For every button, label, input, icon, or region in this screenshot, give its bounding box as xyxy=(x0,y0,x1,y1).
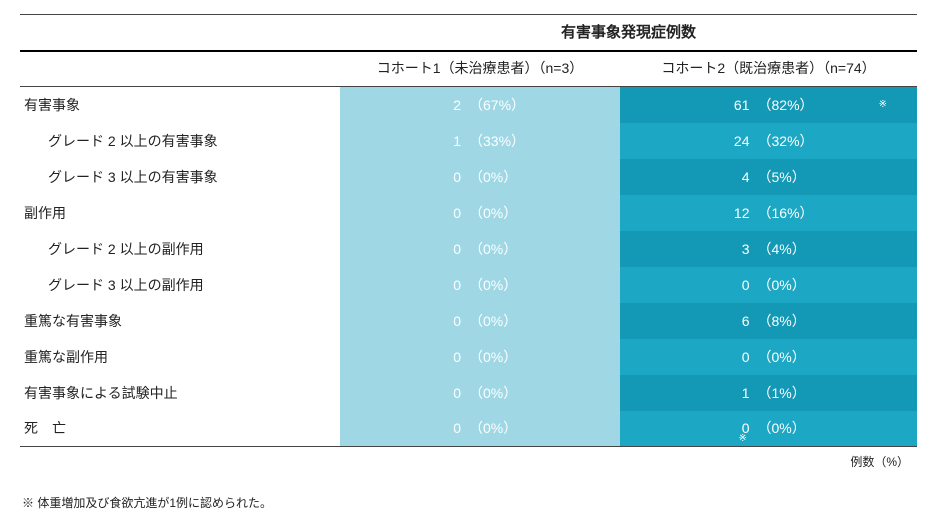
cohort2-value: 6（8%） xyxy=(620,303,917,339)
cohort1-value: 0（0%） xyxy=(340,159,620,195)
footnote-mark-icon: ※ xyxy=(739,433,747,444)
adverse-events-table: 有害事象発現症例数 コホート1（未治療患者）（n=3） コホート2（既治療患者）… xyxy=(20,14,917,447)
cohort1-value: 0（0%） xyxy=(340,267,620,303)
cohort2-value: 0（0%）※ xyxy=(620,411,917,447)
table-row: 死 亡0（0%）0（0%）※ xyxy=(20,411,917,447)
cohort1-value: 0（0%） xyxy=(340,411,620,447)
cohort2-value: 0（0%） xyxy=(620,339,917,375)
cohort1-value: 0（0%） xyxy=(340,231,620,267)
cohort2-value: 12（16%） xyxy=(620,195,917,231)
row-label: 重篤な有害事象 xyxy=(20,303,340,339)
cohort2-value: 1（1%） xyxy=(620,375,917,411)
table-row: 有害事象による試験中止0（0%）1（1%） xyxy=(20,375,917,411)
table-row: 有害事象2（67%）61（82%）※ xyxy=(20,87,917,123)
table-sub-header: コホート1（未治療患者）（n=3） コホート2（既治療患者）（n=74） xyxy=(20,51,917,87)
cohort2-value: 3（4%） xyxy=(620,231,917,267)
row-label: グレード 2 以上の副作用 xyxy=(20,231,340,267)
table-row: 重篤な有害事象0（0%）6（8%） xyxy=(20,303,917,339)
row-label: 副作用 xyxy=(20,195,340,231)
table-row: グレード 3 以上の有害事象0（0%）4（5%） xyxy=(20,159,917,195)
row-label: 死 亡 xyxy=(20,411,340,447)
cohort2-value: 0（0%） xyxy=(620,267,917,303)
cohort2-value: 4（5%） xyxy=(620,159,917,195)
row-label: 有害事象 xyxy=(20,87,340,123)
cohort1-value: 0（0%） xyxy=(340,195,620,231)
table-row: グレード 2 以上の副作用0（0%）3（4%） xyxy=(20,231,917,267)
footnote-mark-icon: ※ xyxy=(879,99,887,110)
cohort1-value: 1（33%） xyxy=(340,123,620,159)
table-super-header: 有害事象発現症例数 xyxy=(20,15,917,52)
table-row: 重篤な副作用0（0%）0（0%） xyxy=(20,339,917,375)
row-label: 重篤な副作用 xyxy=(20,339,340,375)
footnote-text: ※ 体重増加及び食欲亢進が1例に認められた。 xyxy=(20,470,917,511)
cohort2-header: コホート2（既治療患者）（n=74） xyxy=(620,51,917,87)
cohort1-header: コホート1（未治療患者）（n=3） xyxy=(340,51,620,87)
cohort1-value: 0（0%） xyxy=(340,375,620,411)
cohort1-value: 0（0%） xyxy=(340,303,620,339)
legend-text: 例数（%） xyxy=(20,447,917,470)
row-label: 有害事象による試験中止 xyxy=(20,375,340,411)
row-label: グレード 3 以上の副作用 xyxy=(20,267,340,303)
cohort2-value: 61（82%）※ xyxy=(620,87,917,123)
super-header-text: 有害事象発現症例数 xyxy=(340,15,917,52)
cohort1-value: 2（67%） xyxy=(340,87,620,123)
table-row: グレード 3 以上の副作用0（0%）0（0%） xyxy=(20,267,917,303)
row-label: グレード 2 以上の有害事象 xyxy=(20,123,340,159)
cohort1-value: 0（0%） xyxy=(340,339,620,375)
table-row: グレード 2 以上の有害事象1（33%）24（32%） xyxy=(20,123,917,159)
table-row: 副作用0（0%）12（16%） xyxy=(20,195,917,231)
row-label: グレード 3 以上の有害事象 xyxy=(20,159,340,195)
cohort2-value: 24（32%） xyxy=(620,123,917,159)
